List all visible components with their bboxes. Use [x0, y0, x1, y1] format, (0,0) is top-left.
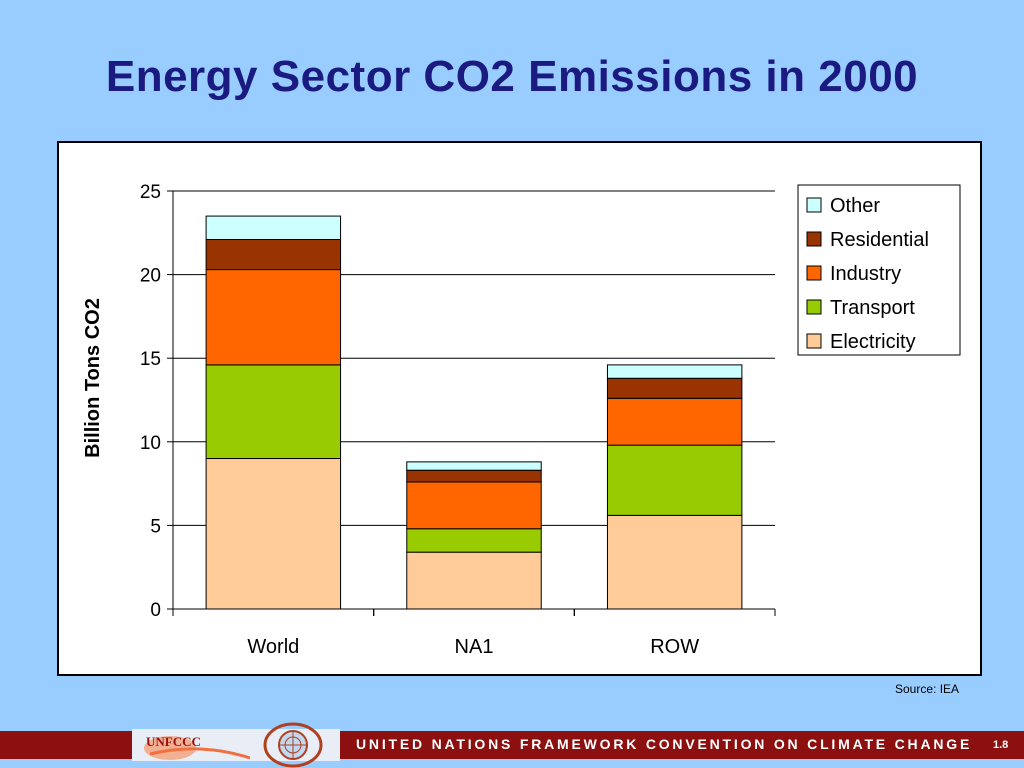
y-tick-label: 5: [150, 516, 161, 537]
tick-labels: 0 5 10 15 20 25: [140, 182, 161, 621]
bar-segment-residential: [406, 469, 542, 483]
legend-label: Electricity: [830, 331, 916, 353]
legend-label: Residential: [830, 229, 929, 251]
bar-segment-industry: [205, 269, 342, 366]
unfccc-logo: UNFCCC: [144, 734, 250, 760]
bar-segment-electricity: [406, 551, 542, 610]
y-tick-label: 25: [140, 182, 161, 203]
x-category-label: World: [247, 636, 299, 658]
x-category-label: NA1: [455, 636, 494, 658]
legend-label: Transport: [830, 297, 915, 319]
legend-swatch: [806, 265, 822, 281]
chart-frame: 0 5 10 15 20 25 World NA1 ROW Billion Tons CO2 …: [57, 141, 982, 676]
y-tick-label: 0: [150, 600, 161, 621]
bar-segment-electricity: [205, 458, 342, 610]
legend: Other Residential Industry Transport Electri…: [797, 184, 961, 356]
category-labels: World NA1 ROW: [247, 636, 699, 658]
bar-segment-other: [205, 215, 342, 240]
y-tick-label: 10: [140, 433, 161, 454]
bar-segment-transport: [606, 444, 743, 516]
legend-label: Other: [830, 195, 880, 217]
bars: [205, 215, 743, 610]
bar-segment-other: [606, 364, 743, 379]
y-tick-label: 20: [140, 266, 161, 287]
source-note: Source: IEA: [895, 682, 960, 696]
legend-swatch: [806, 231, 822, 247]
legend-swatch: [806, 197, 822, 213]
un-emblem-icon: [263, 722, 323, 768]
legend-swatch: [806, 299, 822, 315]
y-tick-label: 15: [140, 349, 161, 370]
x-category-label: ROW: [650, 636, 699, 658]
axes: [167, 190, 776, 616]
bar-segment-other: [406, 461, 542, 471]
legend-label: Industry: [830, 263, 901, 285]
slide-title: Energy Sector CO2 Emissions in 2000: [105, 52, 919, 101]
page-number: 1.8: [993, 739, 1009, 751]
bar-segment-transport: [406, 528, 542, 553]
bar-segment-transport: [205, 364, 342, 460]
bar-segment-industry: [606, 397, 743, 446]
bar-segment-residential: [606, 377, 743, 399]
footer-text: UNITED NATIONS FRAMEWORK CONVENTION ON C…: [356, 736, 973, 752]
y-axis-label: Billion Tons CO2: [82, 298, 104, 458]
bar-segment-industry: [406, 481, 542, 530]
legend-swatch: [806, 333, 822, 349]
legend-box: [797, 184, 961, 356]
svg-text:UNFCCC: UNFCCC: [146, 734, 201, 749]
bar-segment-residential: [205, 238, 342, 271]
bar-segment-electricity: [606, 514, 743, 610]
